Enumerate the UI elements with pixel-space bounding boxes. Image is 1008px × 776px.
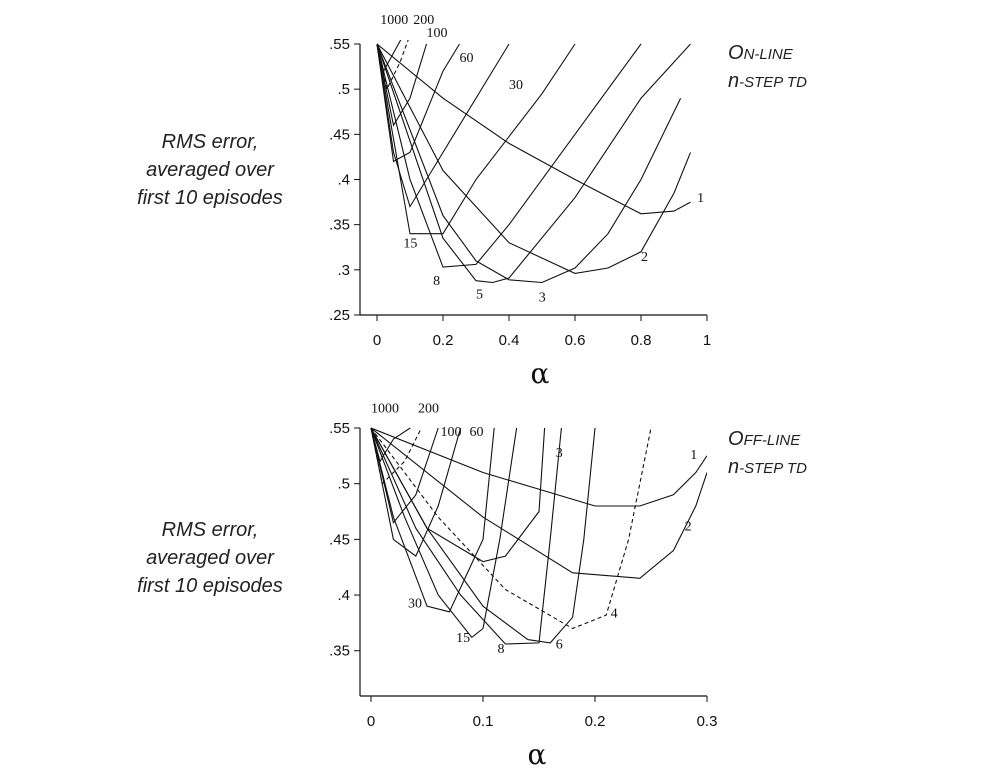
top-ylabel-line2: averaged over: [146, 159, 274, 181]
top-series-60-line: [376, 43, 460, 163]
bottom-ytick-label: .4: [337, 587, 350, 604]
bottom-ylabel-line3: first 10 episodes: [137, 575, 283, 597]
top-ytick-label: .35: [329, 217, 350, 234]
top-series-30-label: 30: [509, 78, 523, 93]
top-ytick-label: .55: [329, 36, 350, 53]
top-xtick-label: 0.4: [499, 332, 520, 349]
top-xlabel: α: [531, 357, 550, 390]
top-xtick-label: 0.8: [631, 332, 652, 349]
bottom-ytick-label: .55: [329, 420, 350, 437]
bottom-series-30-label: 30: [408, 596, 422, 611]
top-method-label: ON-LINE n-STEP TD: [728, 40, 807, 96]
top-series-1-line: [376, 43, 691, 215]
bottom-series-1000-label: 1000: [371, 401, 399, 416]
top-ylabel-line3: first 10 episodes: [137, 187, 283, 209]
top-series-3-label: 3: [539, 290, 546, 305]
bottom-xtick-label: 0.2: [585, 713, 606, 730]
top-series-8-label: 8: [433, 274, 440, 289]
top-ylabel: RMS error, averaged over first 10 episod…: [90, 128, 330, 212]
bottom-series-60-line: [370, 427, 462, 557]
top-series-8-line: [376, 43, 642, 268]
bottom-series-3-label: 3: [556, 446, 563, 461]
top-method-line2-first: n: [728, 70, 740, 92]
top-series-100-label: 100: [427, 26, 448, 41]
bottom-series-8-line: [370, 427, 562, 645]
top-ylabel-line1: RMS error,: [161, 131, 259, 153]
top-ytick-label: .3: [337, 262, 350, 279]
bottom-ytick-label: .35: [329, 643, 350, 660]
bottom-series-4-line: [370, 427, 652, 630]
bottom-series-4-label: 4: [611, 606, 618, 621]
bottom-series-200-label: 200: [418, 401, 439, 416]
top-ytick-label: .25: [329, 307, 350, 324]
bottom-ytick-label: .45: [329, 531, 350, 548]
top-series-30-line: [376, 43, 510, 208]
top-series-15-label: 15: [403, 236, 417, 251]
bottom-xtick-label: 0: [367, 713, 375, 730]
bottom-series-1-label: 1: [690, 448, 697, 463]
top-series-60-label: 60: [460, 51, 474, 66]
bottom-method-label: OFF-LINE n-STEP TD: [728, 426, 807, 482]
bottom-series-3-line: [370, 427, 546, 563]
top-ytick-label: .5: [337, 81, 350, 98]
bottom-series-100-line: [370, 427, 439, 524]
bottom-series-8-label: 8: [498, 642, 505, 657]
top-method-line1-rest: N-LINE: [743, 46, 793, 63]
bottom-method-line2-first: n: [728, 456, 740, 478]
bottom-series-6-label: 6: [556, 638, 563, 653]
bottom-xtick-label: 0.1: [473, 713, 494, 730]
bottom-series-30-line: [370, 427, 495, 613]
top-series-5-line: [376, 43, 691, 284]
bottom-ylabel-line2: averaged over: [146, 547, 274, 569]
top-xtick-label: 0: [373, 332, 381, 349]
top-series-100-line: [376, 43, 428, 127]
bottom-method-line2-rest: -STEP TD: [739, 460, 807, 477]
bottom-ytick-label: .5: [337, 476, 350, 493]
top-method-line2-rest: -STEP TD: [739, 74, 807, 91]
bottom-ylabel: RMS error, averaged over first 10 episod…: [90, 516, 330, 600]
bottom-ylabel-line1: RMS error,: [161, 519, 259, 541]
bottom-series-15-line: [370, 427, 518, 639]
bottom-series-200-line: [370, 427, 422, 485]
top-ytick-label: .4: [337, 172, 350, 189]
top-series-1000-label: 1000: [380, 13, 408, 28]
bottom-series-2-label: 2: [685, 519, 692, 534]
bottom-xlabel: α: [528, 738, 547, 771]
bottom-series-1000-line: [370, 427, 411, 463]
top-series-1-label: 1: [697, 191, 704, 206]
top-series-15-line: [376, 43, 576, 235]
top-xtick-label: 1: [703, 332, 711, 349]
top-series-1000-line: [376, 40, 402, 73]
bottom-method-line1-rest: FF-LINE: [743, 432, 801, 449]
bottom-method-line1-first: O: [728, 428, 744, 450]
top-series-3-line: [376, 43, 682, 284]
top-xtick-label: 0.6: [565, 332, 586, 349]
bottom-series-60-label: 60: [470, 425, 484, 440]
top-series-200-label: 200: [413, 13, 434, 28]
top-ytick-label: .45: [329, 126, 350, 143]
top-series-5-label: 5: [476, 288, 483, 303]
top-series-2-label: 2: [641, 250, 648, 265]
bottom-series-1-line: [370, 427, 707, 507]
top-method-line1-first: O: [728, 42, 744, 64]
top-xtick-label: 0.2: [433, 332, 454, 349]
bottom-xtick-label: 0.3: [697, 713, 718, 730]
bottom-series-15-label: 15: [456, 631, 470, 646]
top-series-2-line: [376, 43, 692, 274]
bottom-series-2-line: [370, 427, 707, 579]
bottom-series-100-label: 100: [440, 425, 461, 440]
